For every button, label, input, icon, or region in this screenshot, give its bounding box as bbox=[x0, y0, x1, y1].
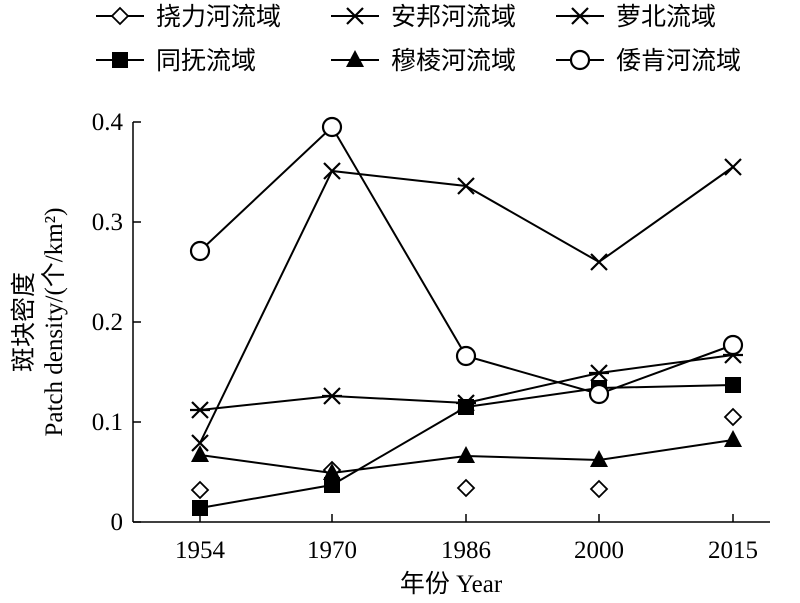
data-point bbox=[191, 434, 209, 452]
data-point bbox=[190, 480, 210, 500]
data-point bbox=[589, 479, 609, 499]
diamond-marker bbox=[723, 407, 743, 427]
data-point bbox=[323, 463, 341, 480]
triangle-marker bbox=[724, 430, 742, 447]
square-marker bbox=[458, 399, 474, 415]
y-axis-title-en: Patch density/(个/km²) bbox=[41, 208, 68, 437]
x-marker-stroke bbox=[346, 7, 364, 25]
diamond-marker bbox=[589, 479, 609, 499]
data-point bbox=[190, 401, 210, 419]
y-tick-label: 0.2 bbox=[92, 309, 123, 336]
data-point bbox=[589, 364, 609, 382]
y-tick-label: 0 bbox=[111, 509, 124, 536]
legend-entry: 萝北流域 bbox=[556, 3, 716, 31]
legend-label: 倭肯河流域 bbox=[616, 47, 741, 75]
x-marker-stroke bbox=[191, 434, 209, 452]
triangle-marker bbox=[191, 445, 209, 462]
triangle-marker bbox=[346, 50, 364, 67]
circle-marker bbox=[455, 345, 477, 367]
x-tick-label: 2000 bbox=[574, 537, 624, 564]
circle-marker bbox=[189, 240, 211, 262]
data-point bbox=[723, 407, 743, 427]
x-marker-stroke bbox=[457, 177, 475, 195]
data-point bbox=[321, 116, 343, 138]
data-point bbox=[322, 387, 342, 405]
legend-marker bbox=[346, 7, 364, 25]
x-axis-title: 年份 Year bbox=[400, 570, 503, 598]
x-marker-stroke bbox=[323, 162, 341, 180]
data-point bbox=[324, 477, 340, 493]
data-point bbox=[725, 377, 741, 393]
legend-entry: 挠力河流域 bbox=[96, 3, 281, 31]
legend-label: 同抚流域 bbox=[156, 47, 256, 75]
data-point bbox=[455, 345, 477, 367]
legend-label: 穆棱河流域 bbox=[391, 47, 516, 75]
x-tick-label: 2015 bbox=[708, 537, 758, 564]
y-tick-label: 0.3 bbox=[92, 209, 123, 236]
legend-entry: 穆棱河流域 bbox=[331, 47, 516, 75]
triangle-marker bbox=[590, 450, 608, 467]
legend-label: 挠力河流域 bbox=[156, 3, 281, 31]
x-tick-label: 1986 bbox=[441, 537, 491, 564]
data-point bbox=[191, 445, 209, 462]
circle-marker bbox=[321, 116, 343, 138]
triangle-marker bbox=[323, 463, 341, 480]
x-marker-stroke bbox=[724, 158, 742, 176]
data-point bbox=[457, 446, 475, 463]
ticks: 0 0.1 0.2 0.3 0.4 1954 1970 1986 2000 2015 bbox=[92, 109, 758, 564]
triangle-marker bbox=[457, 446, 475, 463]
data-point bbox=[458, 399, 474, 415]
legend-entry: 倭肯河流域 bbox=[556, 47, 741, 75]
diamond-marker bbox=[110, 6, 130, 26]
data-point bbox=[590, 253, 608, 271]
data-point bbox=[189, 240, 211, 262]
data-point bbox=[457, 177, 475, 195]
data-point bbox=[724, 430, 742, 447]
data-point bbox=[323, 162, 341, 180]
legend-entry: 同抚流域 bbox=[96, 47, 256, 75]
legend-entry: 安邦河流域 bbox=[331, 3, 516, 31]
square-marker bbox=[324, 477, 340, 493]
legend-marker bbox=[346, 50, 364, 67]
legend-marker bbox=[569, 49, 591, 71]
square-marker bbox=[725, 377, 741, 393]
data-point bbox=[590, 450, 608, 467]
series-1 bbox=[190, 407, 743, 500]
legend-label: 安邦河流域 bbox=[391, 3, 516, 31]
legend-marker bbox=[570, 7, 590, 25]
data-point bbox=[192, 500, 208, 516]
circle-marker bbox=[722, 334, 744, 356]
x-marker-stroke bbox=[590, 253, 608, 271]
legend-marker bbox=[110, 6, 130, 26]
y-tick-label: 0.1 bbox=[92, 409, 123, 436]
y-tick-label: 0.4 bbox=[92, 109, 124, 136]
series-5 bbox=[191, 430, 742, 480]
square-marker bbox=[192, 500, 208, 516]
diamond-marker bbox=[190, 480, 210, 500]
data-point bbox=[456, 478, 476, 498]
axes bbox=[132, 122, 770, 523]
legend-label: 萝北流域 bbox=[616, 3, 716, 31]
series-2 bbox=[191, 158, 742, 452]
x-tick-label: 1970 bbox=[307, 537, 357, 564]
circle-marker bbox=[588, 383, 610, 405]
y-axis-title-cn: 斑块密度 bbox=[10, 272, 38, 372]
series-4 bbox=[192, 377, 741, 516]
series-layer bbox=[189, 116, 744, 516]
x-tick-label: 1954 bbox=[175, 537, 226, 564]
circle-marker bbox=[569, 49, 591, 71]
diamond-marker bbox=[456, 478, 476, 498]
data-point bbox=[588, 383, 610, 405]
data-point bbox=[722, 334, 744, 356]
data-point bbox=[724, 158, 742, 176]
legend-marker bbox=[112, 52, 128, 68]
series-6 bbox=[189, 116, 744, 405]
square-marker bbox=[112, 52, 128, 68]
